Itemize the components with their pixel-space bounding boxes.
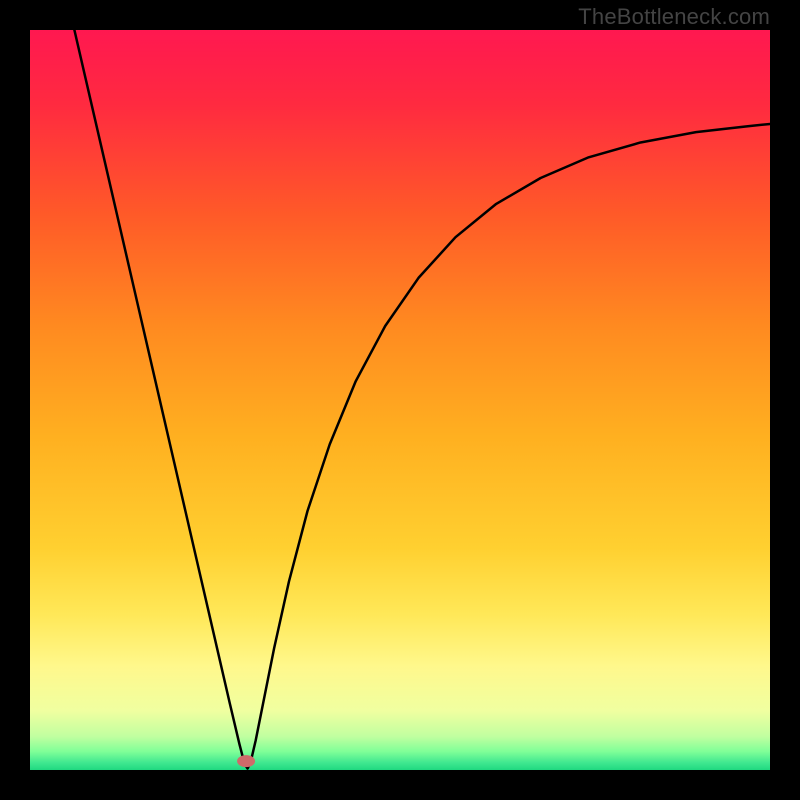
min-marker bbox=[237, 755, 255, 767]
chart-frame: TheBottleneck.com bbox=[0, 0, 800, 800]
curve-layer bbox=[30, 30, 770, 770]
watermark-text: TheBottleneck.com bbox=[578, 4, 770, 30]
bottleneck-curve bbox=[74, 30, 770, 769]
